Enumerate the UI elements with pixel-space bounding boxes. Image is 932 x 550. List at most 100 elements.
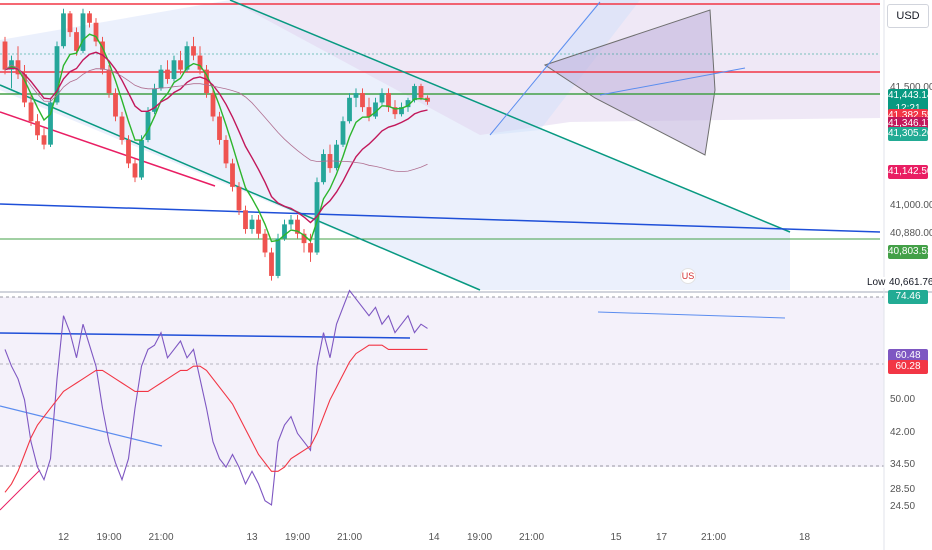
rsi-axis-tick: 34.50 [890, 458, 916, 470]
candle-body [340, 121, 346, 145]
candle-body [386, 93, 391, 108]
rsi-ma-line [4, 344, 428, 493]
candle-body [353, 93, 359, 98]
ema-slow-line [4, 51, 428, 224]
time-axis-tick: 21:00 [700, 532, 727, 543]
candle-body [74, 32, 79, 51]
rsi-ma-label: 60.28 [888, 359, 928, 374]
time-axis-tick: 18 [798, 532, 811, 543]
candle-body [223, 139, 229, 164]
candle-body [405, 100, 411, 108]
candle-body [321, 154, 326, 183]
currency-button[interactable]: USD [887, 4, 929, 28]
candle-body [308, 243, 313, 253]
candle-body [334, 144, 339, 169]
candle-body [191, 46, 196, 56]
wedge-line-blue[interactable] [489, 1, 601, 136]
time-axis-tick: 19:00 [466, 532, 493, 543]
candle-body [236, 186, 242, 211]
candle-body [295, 219, 300, 234]
price-axis-tick: 41,000.00 [890, 199, 932, 211]
candle-body [165, 69, 170, 80]
candle-body [67, 13, 73, 33]
time-axis-tick: 21:00 [518, 532, 545, 543]
candle-body [269, 252, 274, 276]
candle-body [217, 116, 222, 140]
rsi-axis-tick: 24.50 [890, 501, 916, 512]
rsi-axis-tick: 50.00 [890, 393, 916, 405]
candle-body [243, 210, 248, 230]
rsi-axis-tick: 28.50 [890, 484, 916, 496]
time-axis-tick: 21:00 [336, 532, 363, 543]
candle-body [204, 69, 209, 94]
rsi-trendline-dark[interactable] [0, 332, 411, 339]
rsi-axis-tick: 42.00 [890, 427, 916, 439]
us-flag-icon[interactable]: US [680, 268, 696, 284]
candle-body [54, 46, 60, 103]
time-axis-tick: 13 [246, 532, 258, 543]
candle-body [301, 233, 307, 244]
trend-line-blue[interactable] [0, 203, 881, 233]
candle-body [113, 93, 118, 117]
candle-body [256, 219, 261, 234]
rsi-band [0, 297, 884, 467]
price-label: 41,305.26 [888, 127, 932, 142]
candle-body [61, 13, 66, 47]
low-label: Low [866, 277, 887, 288]
time-axis-tick: 21:00 [148, 532, 174, 543]
candle-body [392, 107, 398, 115]
time-axis-tick: 15 [610, 532, 622, 543]
time-axis-tick: 17 [655, 532, 668, 543]
candlestick-series [2, 8, 430, 281]
rsi-trendline-right[interactable] [597, 311, 786, 319]
candle-body [249, 219, 255, 230]
candle-body [106, 69, 112, 94]
candle-body [132, 163, 138, 178]
candle-body [139, 139, 144, 178]
candle-body [379, 93, 385, 103]
fan-pattern[interactable] [543, 9, 716, 156]
time-axis-tick: 14 [428, 532, 440, 543]
candle-body [418, 86, 424, 98]
low-value: 40,661.76 [888, 277, 932, 288]
candle-body [158, 69, 164, 89]
wedge-line-blue-2[interactable] [599, 67, 746, 96]
candle-body [399, 107, 404, 115]
candle-body [347, 97, 352, 122]
candle-body [275, 238, 281, 276]
candle-body [145, 111, 151, 140]
candle-body [41, 135, 47, 145]
candle-body [412, 86, 417, 101]
candle-body [314, 182, 320, 253]
candle-body [197, 55, 203, 70]
candle-body [366, 107, 372, 117]
candle-body [152, 88, 157, 112]
candle-body [230, 163, 235, 187]
sma-long-line [4, 64, 428, 173]
candle-body [48, 102, 53, 145]
candle-body [288, 219, 294, 225]
price-label: 40,803.52 [888, 244, 932, 259]
price-axis-tick: 40,880.00 [890, 227, 932, 239]
channel-upper-line[interactable] [229, 0, 791, 233]
candle-body [126, 139, 131, 164]
candle-body [360, 93, 365, 108]
time-axis-tick: 19:00 [96, 532, 122, 543]
candle-body [262, 233, 268, 253]
rsi-line [4, 289, 428, 506]
time-axis-tick: 19:00 [284, 532, 311, 543]
candle-body [22, 74, 27, 103]
candle-body [15, 60, 21, 75]
candle-body [35, 121, 40, 136]
candle-body [184, 46, 190, 70]
candle-body [80, 13, 86, 51]
candle-body [171, 60, 177, 80]
time-axis-tick: 12 [57, 532, 70, 543]
candle-body [425, 97, 430, 102]
candle-body [119, 116, 125, 140]
rsi-trendline-red[interactable] [0, 469, 41, 511]
candle-body [87, 13, 92, 23]
candle-body [282, 224, 287, 239]
candle-body [210, 93, 216, 117]
